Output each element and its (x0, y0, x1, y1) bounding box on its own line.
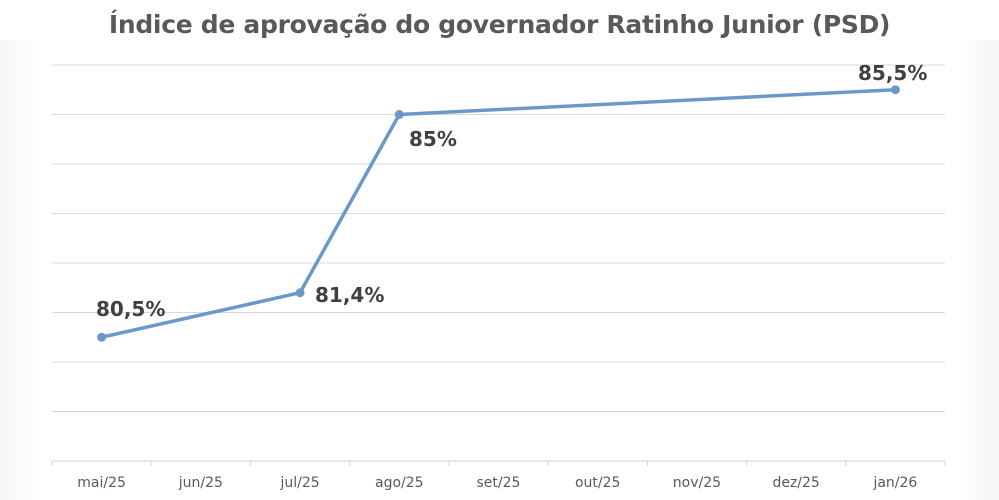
approval-line (99, 88, 898, 339)
data-points (97, 85, 900, 342)
gridlines (52, 64, 945, 412)
x-axis-label: ago/25 (374, 475, 424, 491)
data-label-jan26: 85,5% (858, 61, 928, 85)
x-axis-label: dez/25 (772, 475, 820, 491)
x-axis-label: mai/25 (77, 475, 126, 491)
x-axis-label: nov/25 (672, 475, 722, 491)
x-axis (51, 460, 946, 466)
data-point-marker (890, 85, 900, 95)
x-axis-label: jul/25 (280, 475, 320, 491)
right-edge-shading (959, 40, 999, 500)
data-label-jul25: 81,4% (315, 283, 385, 307)
x-axis-label: set/25 (476, 475, 521, 491)
chart-title: Índice de aprovação do governador Ratinh… (108, 10, 891, 39)
x-axis-label: jan/26 (873, 475, 918, 491)
data-label-mai25: 80,5% (96, 297, 166, 321)
x-axis-label: out/25 (574, 475, 621, 491)
data-point-marker (97, 332, 107, 342)
data-label-ago25: 85% (409, 127, 457, 151)
data-point-marker (394, 110, 404, 119)
left-edge-shading (0, 40, 40, 500)
x-axis-label: jun/25 (178, 475, 223, 491)
data-point-marker (295, 288, 305, 298)
